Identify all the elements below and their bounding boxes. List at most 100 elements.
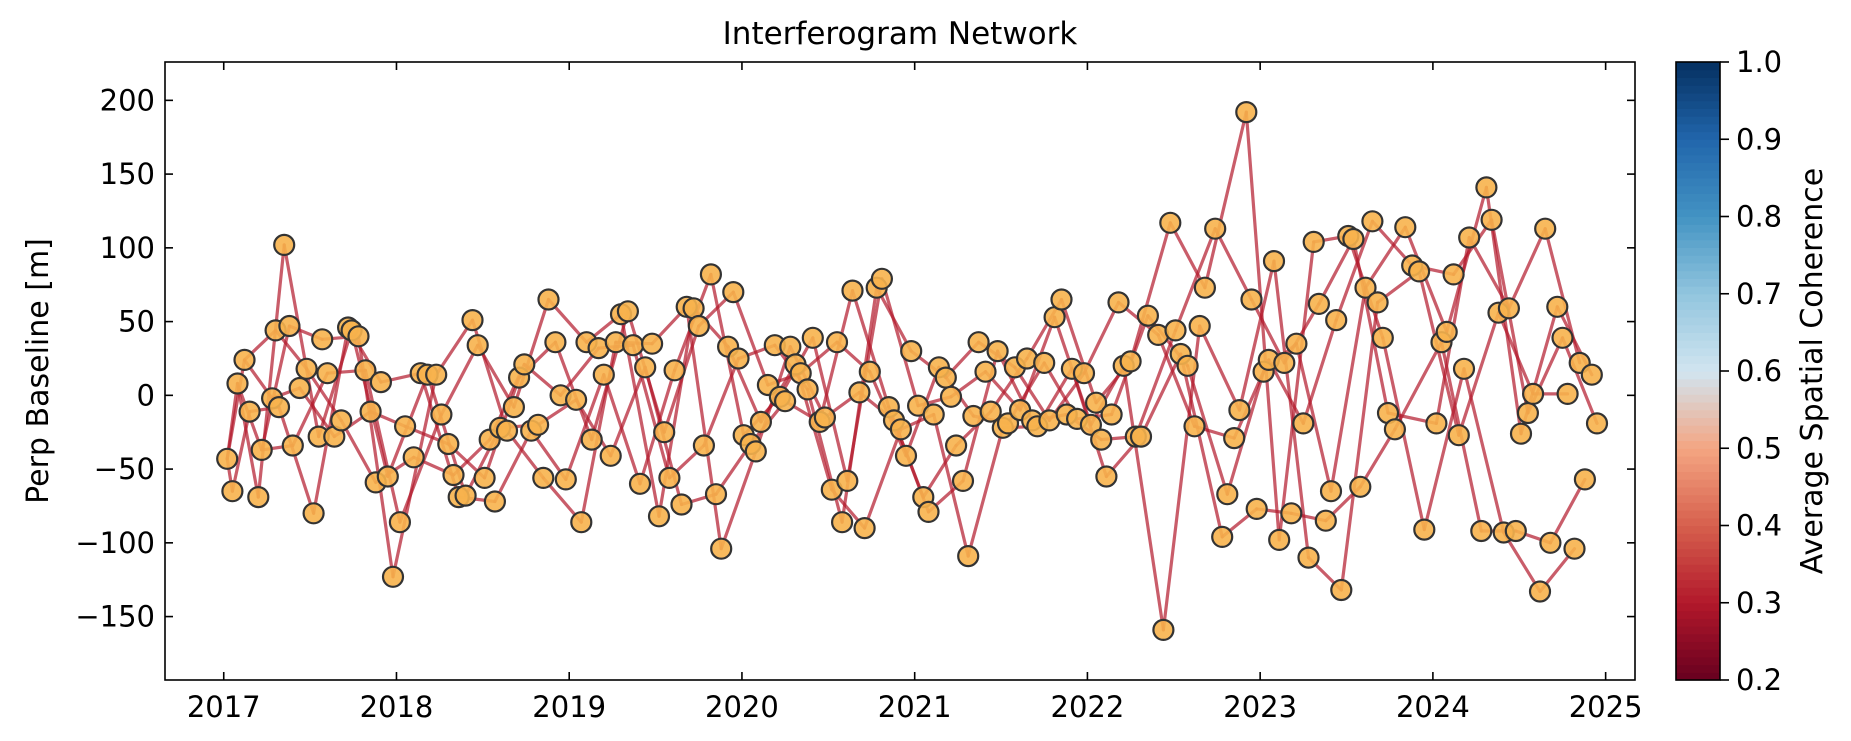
interferogram-line (564, 373, 606, 481)
colorbar-segment (1676, 502, 1720, 511)
acquisition-point (1152, 618, 1175, 642)
acquisition-point (250, 438, 273, 461)
acquisition-point (388, 511, 411, 534)
colorbar-segment (1676, 486, 1720, 496)
acquisition-point (1330, 578, 1353, 602)
acquisition-point (853, 516, 876, 540)
interferogram-line (609, 365, 647, 458)
acquisition-point (1245, 497, 1268, 520)
acquisition-point (848, 381, 871, 404)
acquisition-point (957, 544, 980, 568)
interferogram-line (1548, 477, 1587, 545)
interferogram-line (1282, 302, 1321, 365)
colorbar-segment (1676, 262, 1720, 272)
interferogram-line (1358, 427, 1397, 489)
colorbar-segment (1676, 540, 1720, 550)
colorbar-segment (1676, 440, 1720, 449)
acquisition-point (295, 357, 318, 380)
interferogram-line (1128, 221, 1172, 363)
acquisition-point (699, 263, 723, 286)
colorbar-segment (1676, 556, 1720, 565)
acquisition-point (1413, 518, 1436, 541)
interferogram-line (1277, 240, 1316, 542)
colorbar-tick-label: 0.7 (1736, 277, 1782, 311)
plot-frame (164, 61, 1636, 681)
acquisition-point (1319, 480, 1343, 503)
colorbar-tick-label: 1.0 (1736, 45, 1782, 79)
acquisition-point (1292, 412, 1315, 435)
colorbar-segment (1676, 108, 1720, 117)
interferogram-line (685, 305, 723, 551)
y-tick-label: 200 (100, 83, 155, 117)
colorbar-segment (1676, 618, 1720, 627)
colorbar-tick-label: 0.9 (1736, 122, 1782, 156)
acquisition-point (1539, 531, 1562, 554)
acquisition-point (813, 406, 837, 429)
interferogram-line (818, 289, 855, 424)
colorbar-segment (1676, 625, 1720, 635)
interferogram-line (1139, 352, 1183, 439)
interferogram-line (1462, 367, 1506, 535)
interferogram-line (439, 343, 480, 417)
acquisition-point (796, 378, 819, 401)
interferogram-line (1213, 227, 1254, 302)
colorbar-segment (1676, 77, 1720, 86)
x-tick-label: 2023 (1223, 690, 1297, 724)
acquisition-point (1107, 291, 1130, 314)
interferogram-line (1363, 225, 1407, 290)
colorbar-segment (1676, 154, 1720, 164)
interferogram-line (235, 381, 260, 499)
acquisition-point (247, 486, 270, 509)
y-tick-label: 150 (100, 157, 155, 191)
x-tick-label: 2022 (1051, 690, 1125, 724)
colorbar-segment (1676, 116, 1720, 125)
colorbar-segment (1676, 641, 1720, 650)
y-tick-label: −50 (94, 452, 155, 486)
acquisition-point (526, 413, 550, 436)
acquisition-point (281, 434, 304, 457)
plot-area (164, 61, 1636, 681)
x-tick-label: 2018 (360, 690, 434, 724)
acquisition-point (944, 434, 968, 457)
acquisition-point (1176, 354, 1199, 377)
colorbar-segment (1676, 208, 1720, 218)
acquisition-point (628, 472, 652, 495)
acquisition-point (1447, 424, 1470, 447)
acquisition-point (727, 347, 750, 370)
acquisition-point (466, 334, 489, 357)
colorbar-segment (1676, 85, 1720, 94)
colorbar-segment (1676, 324, 1720, 333)
acquisition-point (1235, 100, 1258, 124)
acquisition-point (1033, 351, 1056, 374)
colorbar-tick-label: 0.6 (1736, 354, 1782, 388)
colorbar-segment (1676, 610, 1720, 619)
acquisition-point (1394, 216, 1417, 239)
colorbar-segment (1676, 602, 1720, 612)
acquisition-point (369, 371, 392, 394)
colorbar-segment (1676, 448, 1720, 457)
interferogram-line (1203, 110, 1248, 290)
interferogram-line (398, 412, 443, 524)
acquisition-point (1050, 288, 1073, 311)
interferogram-line (1059, 297, 1098, 405)
colorbar-segment (1676, 471, 1720, 480)
interferogram-line (1134, 328, 1178, 439)
colorbar-segment (1676, 579, 1720, 588)
colorbar-segment (1676, 664, 1720, 673)
acquisition-point (621, 334, 645, 357)
colorbar-segment (1676, 564, 1720, 573)
colorbar-segment (1676, 347, 1720, 357)
acquisition-point (830, 511, 854, 534)
colorbar-segment (1676, 301, 1720, 310)
interferogram-line (1272, 259, 1311, 560)
acquisition-point (1563, 537, 1586, 560)
acquisition-point (483, 490, 506, 513)
acquisition-point (316, 362, 339, 385)
acquisition-point (226, 372, 249, 395)
acquisition-point (1136, 304, 1160, 327)
interferogram-line (363, 368, 402, 524)
acquisition-point (513, 353, 536, 376)
interferogram-line (1198, 324, 1242, 412)
acquisition-point (1095, 465, 1118, 488)
